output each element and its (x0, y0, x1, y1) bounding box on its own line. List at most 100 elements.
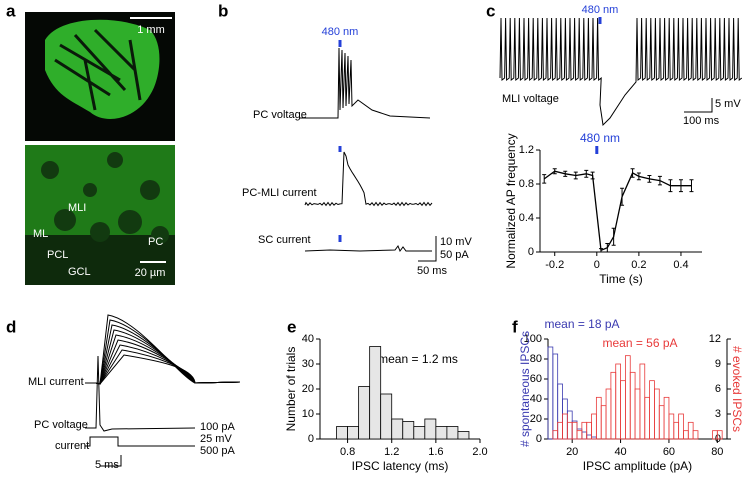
x-tick-label: 60 (663, 446, 675, 458)
bar (658, 405, 665, 440)
trace (304, 151, 433, 207)
bar (644, 396, 650, 440)
bar (358, 386, 371, 440)
error-bar (563, 170, 568, 177)
bar (424, 418, 437, 440)
bar (639, 363, 646, 440)
scale-label: 5 ms (95, 459, 119, 471)
panel-d: MLI current PC voltage current 100 pA 25… (28, 314, 241, 471)
error-bar (605, 243, 610, 253)
trace (499, 17, 742, 127)
trace-group (85, 314, 241, 385)
image-label: PC (148, 236, 163, 248)
bar (557, 421, 563, 440)
bar (610, 371, 617, 440)
y-tick-label: 60 (530, 373, 542, 385)
error-bar (620, 187, 625, 206)
bar (687, 421, 694, 440)
annotation: mean = 56 pA (602, 336, 677, 350)
error-bar (647, 175, 652, 183)
trace (304, 244, 432, 253)
y-axis-label: # spontaneous IPSCs (518, 331, 532, 447)
error-bar (552, 168, 557, 175)
y-tick-label: 0 (528, 246, 534, 258)
bar (581, 431, 588, 440)
folia (54, 28, 142, 111)
stimulus-label: 480 nm (322, 26, 359, 38)
scale-bar (100, 455, 122, 467)
y-axis-label: Normalized AP frequency (504, 133, 518, 268)
x-tick-label: 40 (614, 446, 626, 458)
bar (678, 413, 684, 440)
error-bar (668, 179, 673, 193)
bar (413, 426, 426, 440)
x-tick-label: 20 (566, 446, 578, 458)
bar (336, 426, 348, 440)
error-bar (542, 174, 547, 184)
line (543, 170, 692, 252)
image-label: ML (33, 228, 48, 240)
x-tick-label: 0.8 (340, 446, 355, 458)
bar (557, 383, 563, 440)
y-tick-label: 30 (302, 358, 314, 370)
panel-c: 480 nm MLI voltage 5 mV 100 ms (499, 4, 742, 127)
error-bar (599, 248, 604, 253)
bar (692, 430, 699, 440)
bar (595, 396, 602, 440)
bar (457, 431, 470, 440)
bar (586, 421, 592, 440)
x-tick-label: 80 (711, 446, 723, 458)
scale-bar (418, 236, 437, 262)
annotation: mean = 18 pA (544, 317, 619, 331)
bar (571, 420, 578, 440)
y-tick-label: 20 (302, 383, 314, 395)
panel-label: c (486, 1, 495, 20)
bar (625, 355, 631, 440)
trace-label: MLI current (28, 376, 84, 388)
scale-label: 100 ms (683, 115, 720, 127)
trace-label: current (55, 440, 89, 452)
cells (41, 152, 169, 244)
y-tick-label: 10 (302, 408, 314, 420)
scale-bar (684, 98, 713, 113)
annotation: mean = 1.2 ms (378, 352, 458, 366)
y-tick-label: 1.2 (519, 144, 534, 156)
scale-label: 50 pA (440, 249, 469, 261)
bar (615, 363, 621, 440)
bar (552, 353, 559, 440)
bar (402, 421, 415, 440)
bar (716, 430, 723, 440)
scale-label: 20 µm (135, 267, 166, 279)
scale-label: 50 ms (417, 265, 447, 277)
bar (586, 434, 592, 440)
bar (446, 426, 459, 440)
y2-tick-label: 12 (709, 333, 721, 345)
bar (620, 380, 626, 440)
error-bar (590, 171, 595, 180)
panel-label: f (512, 317, 518, 336)
bar (369, 346, 382, 440)
panel-label: a (6, 1, 16, 20)
x-axis-label: IPSC latency (ms) (352, 459, 449, 473)
bar (654, 388, 660, 440)
bar (629, 371, 636, 440)
error-bar (584, 169, 589, 178)
scale-label: 100 pA (200, 421, 236, 433)
trace-label: PC voltage (34, 419, 88, 431)
bar (581, 421, 588, 440)
y-tick-label: 0 (536, 433, 542, 445)
annotation: 480 nm (580, 131, 620, 145)
bar (571, 421, 578, 440)
bar (634, 388, 641, 440)
y-tick-label: 0.8 (519, 178, 534, 190)
scale-label: 25 mV (200, 433, 232, 445)
x-axis-label: IPSC amplitude (pA) (583, 459, 692, 473)
x-tick-label: -0.2 (545, 259, 564, 271)
panel-label: b (218, 1, 228, 20)
trace (85, 354, 241, 385)
panel-labels: a b c d e f (6, 1, 518, 336)
trace-label: MLI voltage (502, 93, 559, 105)
x-axis-label: Time (s) (599, 272, 643, 286)
trace (85, 344, 241, 385)
